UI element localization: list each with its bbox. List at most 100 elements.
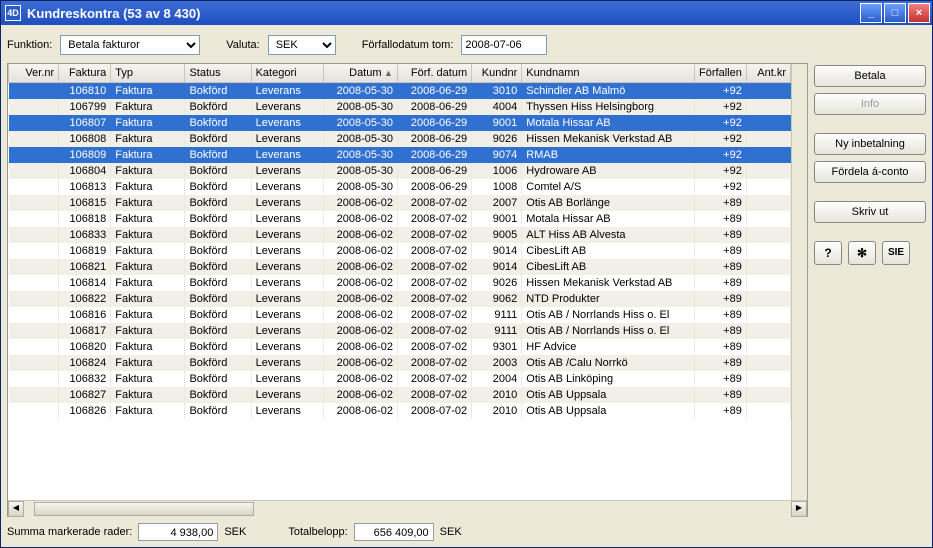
cell-faktura: 106815 bbox=[59, 195, 111, 211]
cell-forfdatum: 2008-07-02 bbox=[397, 307, 471, 323]
table-row[interactable]: 106813FakturaBokfördLeverans2008-05-3020… bbox=[9, 179, 791, 195]
cell-faktura: 106827 bbox=[59, 387, 111, 403]
table-row[interactable]: 106822FakturaBokfördLeverans2008-06-0220… bbox=[9, 291, 791, 307]
cell-typ: Faktura bbox=[111, 307, 185, 323]
cell-typ: Faktura bbox=[111, 371, 185, 387]
minimize-button[interactable]: _ bbox=[860, 3, 882, 23]
cell-datum: 2008-05-30 bbox=[323, 147, 397, 163]
cell-datum: 2008-06-02 bbox=[323, 307, 397, 323]
table-row[interactable]: 106808FakturaBokfördLeverans2008-05-3020… bbox=[9, 131, 791, 147]
cell-kundnr: 9074 bbox=[472, 147, 522, 163]
table-row[interactable]: 106810FakturaBokfördLeverans2008-05-3020… bbox=[9, 83, 791, 100]
cell-ver bbox=[9, 275, 59, 291]
cell-kundnamn: Schindler AB Malmö bbox=[522, 83, 694, 100]
scroll-left-button[interactable]: ◀ bbox=[8, 501, 24, 517]
cell-typ: Faktura bbox=[111, 227, 185, 243]
table-row[interactable]: 106832FakturaBokfördLeverans2008-06-0220… bbox=[9, 371, 791, 387]
duedate-label: Förfallodatum tom: bbox=[362, 39, 454, 51]
cell-kundnr: 9001 bbox=[472, 211, 522, 227]
cell-datum: 2008-06-02 bbox=[323, 291, 397, 307]
cell-antkr bbox=[746, 211, 790, 227]
currency-combo[interactable]: SEK bbox=[268, 35, 336, 55]
info-button[interactable]: Info bbox=[814, 93, 926, 115]
cell-kategori: Leverans bbox=[251, 275, 323, 291]
table-row[interactable]: 106807FakturaBokfördLeverans2008-05-3020… bbox=[9, 115, 791, 131]
col-datum[interactable]: Datum ▲ bbox=[323, 64, 397, 83]
col-status[interactable]: Status bbox=[185, 64, 251, 83]
cell-forfallen: +89 bbox=[694, 259, 746, 275]
col-kategori[interactable]: Kategori bbox=[251, 64, 323, 83]
table-row[interactable]: 106818FakturaBokfördLeverans2008-06-0220… bbox=[9, 211, 791, 227]
cell-forfdatum: 2008-07-02 bbox=[397, 275, 471, 291]
cell-kundnamn: Otis AB / Norrlands Hiss o. El bbox=[522, 323, 694, 339]
cell-forfdatum: 2008-07-02 bbox=[397, 243, 471, 259]
cell-status: Bokförd bbox=[185, 403, 251, 419]
cell-typ: Faktura bbox=[111, 403, 185, 419]
sie-button[interactable]: SIE bbox=[882, 241, 910, 265]
cell-status: Bokförd bbox=[185, 291, 251, 307]
table-row[interactable]: 106819FakturaBokfördLeverans2008-06-0220… bbox=[9, 243, 791, 259]
cell-typ: Faktura bbox=[111, 195, 185, 211]
table-row[interactable]: 106821FakturaBokfördLeverans2008-06-0220… bbox=[9, 259, 791, 275]
invoice-table[interactable]: Ver.nrFakturaTypStatusKategoriDatum ▲För… bbox=[8, 64, 791, 419]
cell-forfdatum: 2008-06-29 bbox=[397, 131, 471, 147]
cell-kundnr: 9062 bbox=[472, 291, 522, 307]
cell-status: Bokförd bbox=[185, 307, 251, 323]
col-typ[interactable]: Typ bbox=[111, 64, 185, 83]
table-row[interactable]: 106824FakturaBokfördLeverans2008-06-0220… bbox=[9, 355, 791, 371]
skriv-ut-button[interactable]: Skriv ut bbox=[814, 201, 926, 223]
table-row[interactable]: 106815FakturaBokfördLeverans2008-06-0220… bbox=[9, 195, 791, 211]
table-row[interactable]: 106809FakturaBokfördLeverans2008-05-3020… bbox=[9, 147, 791, 163]
function-combo[interactable]: Betala fakturor bbox=[60, 35, 200, 55]
cell-faktura: 106818 bbox=[59, 211, 111, 227]
cell-faktura: 106833 bbox=[59, 227, 111, 243]
cell-ver bbox=[9, 339, 59, 355]
table-row[interactable]: 106799FakturaBokfördLeverans2008-05-3020… bbox=[9, 99, 791, 115]
table-row[interactable]: 106804FakturaBokfördLeverans2008-05-3020… bbox=[9, 163, 791, 179]
cell-antkr bbox=[746, 195, 790, 211]
col-kundnr[interactable]: Kundnr bbox=[472, 64, 522, 83]
cell-forfallen: +92 bbox=[694, 83, 746, 100]
col-kundnamn[interactable]: Kundnamn bbox=[522, 64, 694, 83]
cell-forfallen: +89 bbox=[694, 371, 746, 387]
cell-antkr bbox=[746, 307, 790, 323]
maximize-button[interactable]: □ bbox=[884, 3, 906, 23]
table-container: Ver.nrFakturaTypStatusKategoriDatum ▲För… bbox=[7, 63, 808, 517]
cell-antkr bbox=[746, 275, 790, 291]
scroll-right-button[interactable]: ▶ bbox=[791, 501, 807, 517]
cell-antkr bbox=[746, 227, 790, 243]
col-faktura[interactable]: Faktura bbox=[59, 64, 111, 83]
table-row[interactable]: 106817FakturaBokfördLeverans2008-06-0220… bbox=[9, 323, 791, 339]
cell-antkr bbox=[746, 179, 790, 195]
cell-datum: 2008-06-02 bbox=[323, 387, 397, 403]
duedate-input[interactable] bbox=[461, 35, 547, 55]
settings-button[interactable]: ✻ bbox=[848, 241, 876, 265]
fordela-button[interactable]: Fördela á-conto bbox=[814, 161, 926, 183]
col-forfallen[interactable]: Förfallen bbox=[694, 64, 746, 83]
side-buttons: Betala Info Ny inbetalning Fördela á-con… bbox=[814, 63, 926, 517]
table-row[interactable]: 106816FakturaBokfördLeverans2008-06-0220… bbox=[9, 307, 791, 323]
col-antkr[interactable]: Ant.kr bbox=[746, 64, 790, 83]
cell-kundnamn: Otis AB Uppsala bbox=[522, 387, 694, 403]
vertical-scrollbar[interactable] bbox=[791, 64, 807, 500]
cell-status: Bokförd bbox=[185, 179, 251, 195]
table-row[interactable]: 106833FakturaBokfördLeverans2008-06-0220… bbox=[9, 227, 791, 243]
scroll-thumb[interactable] bbox=[34, 502, 254, 516]
col-forfdatum[interactable]: Förf. datum bbox=[397, 64, 471, 83]
table-row[interactable]: 106814FakturaBokfördLeverans2008-06-0220… bbox=[9, 275, 791, 291]
cell-kundnr: 2007 bbox=[472, 195, 522, 211]
col-ver[interactable]: Ver.nr bbox=[9, 64, 59, 83]
help-button[interactable]: ? bbox=[814, 241, 842, 265]
cell-forfdatum: 2008-07-02 bbox=[397, 211, 471, 227]
cell-kundnr: 2010 bbox=[472, 403, 522, 419]
cell-kundnamn: Motala Hissar AB bbox=[522, 115, 694, 131]
horizontal-scrollbar[interactable]: ◀ ▶ bbox=[8, 500, 807, 516]
betala-button[interactable]: Betala bbox=[814, 65, 926, 87]
table-row[interactable]: 106820FakturaBokfördLeverans2008-06-0220… bbox=[9, 339, 791, 355]
table-row[interactable]: 106826FakturaBokfördLeverans2008-06-0220… bbox=[9, 403, 791, 419]
table-row[interactable]: 106827FakturaBokfördLeverans2008-06-0220… bbox=[9, 387, 791, 403]
total-label: Totalbelopp: bbox=[288, 526, 347, 538]
close-button[interactable]: × bbox=[908, 3, 930, 23]
cell-datum: 2008-06-02 bbox=[323, 403, 397, 419]
ny-inbetalning-button[interactable]: Ny inbetalning bbox=[814, 133, 926, 155]
